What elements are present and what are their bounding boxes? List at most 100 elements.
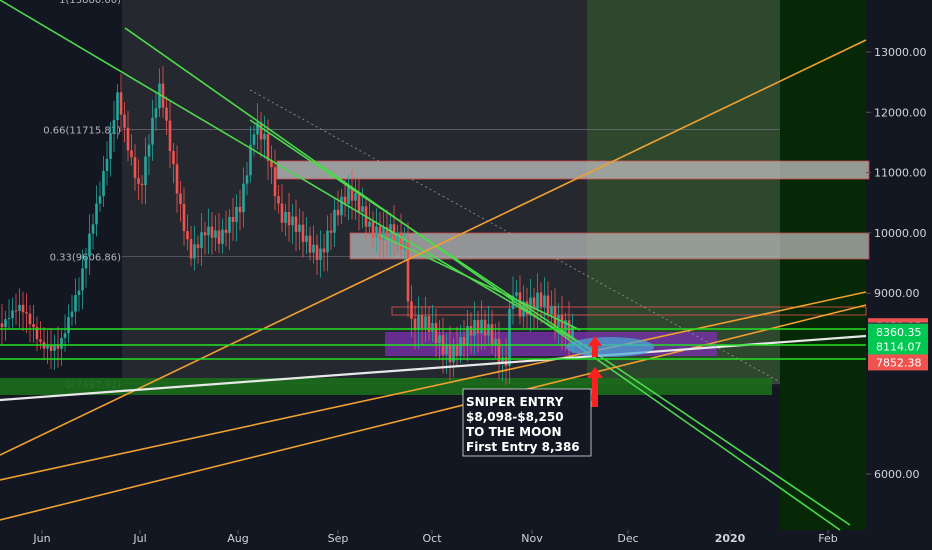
candle-body xyxy=(231,216,235,222)
candle-body xyxy=(130,150,133,158)
candle-body xyxy=(277,196,280,204)
candle-body xyxy=(273,167,277,197)
candle-body xyxy=(7,318,11,320)
candle-body xyxy=(340,196,343,216)
candle-body xyxy=(112,120,116,134)
candle-body xyxy=(252,134,256,145)
candle-body xyxy=(67,317,70,334)
candle-body xyxy=(459,337,462,356)
trend-line xyxy=(0,39,867,456)
candle-body xyxy=(266,133,270,161)
candle-body xyxy=(133,157,137,179)
candle-body xyxy=(56,345,60,349)
x-tick-label: Sep xyxy=(328,532,349,545)
x-tick-label: Jul xyxy=(132,532,146,545)
candle-body xyxy=(550,305,553,315)
x-tick-label: 2020 xyxy=(715,532,746,545)
x-tick-label: Feb xyxy=(818,532,837,545)
candle-body xyxy=(140,183,144,186)
trend-line xyxy=(124,27,841,531)
resistance-box-lower xyxy=(349,232,870,260)
annotation-line-2: $8,098-$8,250 xyxy=(466,410,564,424)
candle-body xyxy=(228,216,231,233)
candle-body xyxy=(0,323,4,328)
price-badge-label: 7852.38 xyxy=(876,356,922,369)
candle-body xyxy=(172,151,175,165)
candle-body xyxy=(123,114,126,128)
candle-body xyxy=(336,209,340,216)
price-badge xyxy=(868,354,928,371)
candle-body xyxy=(256,122,259,135)
candle-body xyxy=(151,117,154,145)
candle-body xyxy=(196,244,200,248)
candle-body xyxy=(4,319,7,328)
trend-line xyxy=(379,234,581,331)
trend-lines xyxy=(0,0,867,531)
candle-body xyxy=(494,338,497,345)
candle-body xyxy=(333,209,336,233)
candle-body xyxy=(319,248,322,260)
candle-body xyxy=(413,318,417,331)
candle-body xyxy=(546,295,550,315)
candle-body xyxy=(473,320,476,336)
candle-body xyxy=(221,229,224,244)
candle-body xyxy=(305,235,308,242)
candle-body xyxy=(259,122,263,140)
candle-body xyxy=(410,301,413,319)
candle-body xyxy=(119,92,123,115)
candle-body xyxy=(354,193,357,201)
candle-body xyxy=(95,203,98,225)
candle-body xyxy=(417,315,420,331)
y-tick-label: 11000.00 xyxy=(874,167,927,180)
time-axis: Jun Jul Aug Sep Oct Nov Dec 2020 Feb xyxy=(32,530,838,545)
candle-body xyxy=(308,235,312,253)
y-tick-label: 10000.00 xyxy=(874,227,927,240)
candle-body xyxy=(280,203,284,223)
candle-body xyxy=(210,226,214,238)
price-axis-bg xyxy=(866,0,932,550)
candle-body xyxy=(539,292,543,307)
candle-body xyxy=(511,295,515,309)
candle-body xyxy=(508,308,511,366)
candle-body xyxy=(480,319,483,334)
candle-body xyxy=(98,196,102,204)
dark-green-zone xyxy=(780,0,866,530)
y-tick-label: 13000.00 xyxy=(874,46,927,59)
candle-body xyxy=(249,144,252,176)
annotation-box: SNIPER ENTRY $8,098-$8,250 TO THE MOON F… xyxy=(462,388,592,457)
candle-body xyxy=(420,315,424,329)
candle-body xyxy=(298,224,301,232)
candle-body xyxy=(371,221,375,238)
candle-body xyxy=(469,326,473,336)
candle-body xyxy=(137,178,140,184)
candle-body xyxy=(564,320,567,332)
trend-line xyxy=(0,334,867,402)
x-tick-label: Nov xyxy=(521,532,543,545)
candle-body xyxy=(315,244,319,260)
annotation-line-4: First Entry 8,386 xyxy=(466,440,580,454)
candle-body xyxy=(200,232,203,248)
candle-body xyxy=(301,224,305,242)
candle-body xyxy=(105,158,109,171)
candle-body xyxy=(294,216,298,232)
fib-label: 1(13880.00) xyxy=(59,0,121,6)
candle-body xyxy=(368,221,371,227)
candle-body xyxy=(74,295,77,312)
trend-line xyxy=(0,304,867,521)
candle-body xyxy=(193,244,196,259)
candle-body xyxy=(284,211,287,223)
candle-body xyxy=(144,156,147,186)
candle-body xyxy=(25,312,28,314)
candle-body xyxy=(207,226,210,236)
candle-body xyxy=(126,127,130,151)
price-badge xyxy=(868,323,928,340)
candle-body xyxy=(81,268,84,291)
candle-body xyxy=(378,226,382,241)
candle-body xyxy=(350,187,354,201)
candle-body xyxy=(224,229,228,233)
candle-body xyxy=(431,323,434,332)
fib-label: 0.66(11715.81) xyxy=(43,125,121,136)
candle-body xyxy=(158,83,161,109)
price-badge xyxy=(868,338,928,355)
small-supply-box xyxy=(391,306,867,316)
